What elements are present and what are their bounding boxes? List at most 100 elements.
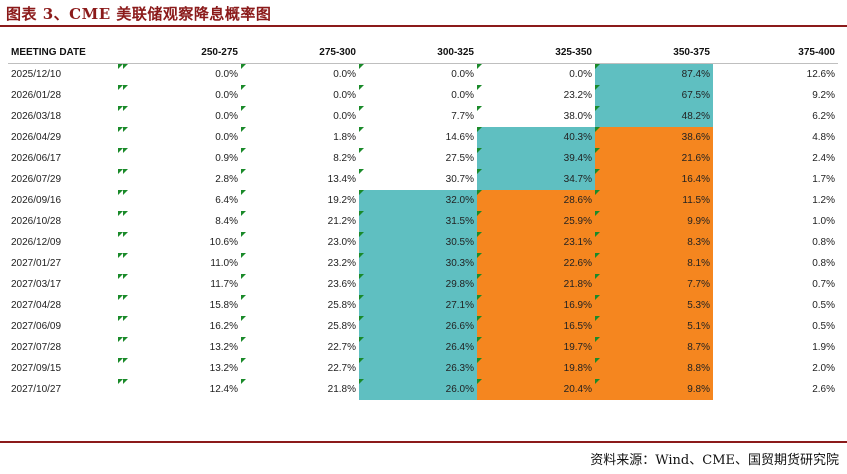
probability-cell: 34.7%: [477, 169, 595, 190]
probability-cell: 13.4%: [241, 169, 359, 190]
probability-cell: 1.0%: [812, 216, 835, 227]
probability-cell: 6.2%: [812, 111, 835, 122]
probability-cell: 87.4%: [595, 63, 713, 85]
probability-cell: 21.8%: [241, 379, 359, 400]
probability-cell: 15.8%: [123, 295, 241, 316]
column-header: 325-350: [477, 42, 595, 64]
probability-cell: 2.8%: [123, 169, 241, 190]
table-row: 2026/07/29 2.8% 13.4% 30.7% 34.7% 16.4% 1.7%: [8, 169, 838, 190]
table-header-row: MEETING DATE 250-275 275-300 300-325 325…: [8, 42, 838, 64]
probability-cell: 2.6%: [812, 384, 835, 395]
meeting-date-cell: 2027/04/28: [8, 295, 123, 316]
probability-cell: 22.7%: [241, 337, 359, 358]
probability-cell: 16.4%: [595, 169, 713, 190]
meeting-date-cell: 2026/01/28: [8, 85, 123, 106]
probability-cell: 22.6%: [477, 253, 595, 274]
table-row: 2026/06/17 0.9% 8.2% 27.5% 39.4% 21.6% 2.4%: [8, 148, 838, 169]
probability-cell: 25.8%: [241, 316, 359, 337]
probability-cell: 23.2%: [241, 253, 359, 274]
column-header: 275-300: [241, 42, 359, 64]
table-body: 2025/12/10 0.0% 0.0% 0.0% 0.0% 87.4% 12.6% 2026…: [8, 63, 838, 400]
probability-cell: 26.0%: [359, 379, 477, 400]
table-row: 2026/03/18 0.0% 0.0% 7.7% 38.0% 48.2% 6.2%: [8, 106, 838, 127]
figure-title: 图表 3、CME 美联储观察降息概率图: [6, 5, 272, 23]
meeting-date-cell: 2027/03/17: [8, 274, 123, 295]
probability-cell: 6.4%: [123, 190, 241, 211]
probability-cell: 12.6%: [806, 69, 835, 80]
probability-cell: 0.0%: [123, 127, 241, 148]
probability-cell: 8.4%: [123, 211, 241, 232]
probability-cell: 27.1%: [359, 295, 477, 316]
table-row: 2026/01/28 0.0% 0.0% 0.0% 23.2% 67.5% 9.2%: [8, 85, 838, 106]
probability-cell: 23.1%: [477, 232, 595, 253]
table-row: 2026/04/29 0.0% 1.8% 14.6% 40.3% 38.6% 4.8%: [8, 127, 838, 148]
probability-cell: 23.2%: [477, 85, 595, 106]
probability-cell: 0.0%: [123, 85, 241, 106]
probability-cell: 19.8%: [477, 358, 595, 379]
probability-cell: 0.5%: [812, 300, 835, 311]
probability-cell: 7.7%: [595, 274, 713, 295]
meeting-date-cell: 2027/07/28: [8, 337, 123, 358]
probability-cell: 67.5%: [595, 85, 713, 106]
probability-cell: 16.2%: [123, 316, 241, 337]
probability-cell: 27.5%: [359, 148, 477, 169]
meeting-date-cell: 2026/03/18: [8, 106, 123, 127]
probability-cell: 30.5%: [359, 232, 477, 253]
probability-cell: 26.6%: [359, 316, 477, 337]
probability-cell: 28.6%: [477, 190, 595, 211]
probability-cell: 25.9%: [477, 211, 595, 232]
probability-cell: 5.1%: [595, 316, 713, 337]
probability-cell: 13.2%: [123, 358, 241, 379]
table-row: 2027/07/28 13.2% 22.7% 26.4% 19.7% 8.7% 1.9%: [8, 337, 838, 358]
probability-cell: 32.0%: [359, 190, 477, 211]
probability-cell: 9.8%: [595, 379, 713, 400]
probability-cell: 26.4%: [359, 337, 477, 358]
table-row: 2027/04/28 15.8% 25.8% 27.1% 16.9% 5.3% 0.5%: [8, 295, 838, 316]
meeting-date-cell: 2027/10/27: [8, 379, 123, 400]
meeting-date-cell: 2027/01/27: [8, 253, 123, 274]
meeting-date-cell: 2026/12/09: [8, 232, 123, 253]
table-row: 2027/09/15 13.2% 22.7% 26.3% 19.8% 8.8% 2.0%: [8, 358, 838, 379]
probability-cell: 39.4%: [477, 148, 595, 169]
column-header: 300-325: [359, 42, 477, 64]
probability-cell: 7.7%: [359, 106, 477, 127]
probability-cell: 25.8%: [241, 295, 359, 316]
probability-cell: 23.0%: [241, 232, 359, 253]
table-row: 2027/03/17 11.7% 23.6% 29.8% 21.8% 7.7% 0.7%: [8, 274, 838, 295]
probability-cell: 0.0%: [241, 85, 359, 106]
probability-cell: 38.6%: [595, 127, 713, 148]
probability-cell: 0.0%: [123, 63, 241, 86]
meeting-date-cell: 2027/06/09: [8, 316, 123, 337]
probability-cell: 0.0%: [477, 63, 595, 86]
probability-cell: 0.0%: [241, 63, 359, 86]
probability-cell: 1.8%: [241, 127, 359, 148]
table-row: 2027/10/27 12.4% 21.8% 26.0% 20.4% 9.8% 2.6%: [8, 379, 838, 400]
probability-cell: 8.3%: [595, 232, 713, 253]
probability-cell: 38.0%: [477, 106, 595, 127]
column-header: 375-400: [713, 42, 838, 64]
table-row: 2026/09/16 6.4% 19.2% 32.0% 28.6% 11.5% 1.2%: [8, 190, 838, 211]
probability-cell: 19.7%: [477, 337, 595, 358]
table-row: 2026/12/09 10.6% 23.0% 30.5% 23.1% 8.3% 0.8%: [8, 232, 838, 253]
column-header: MEETING DATE: [8, 42, 123, 64]
probability-cell: 21.8%: [477, 274, 595, 295]
probability-cell: 13.2%: [123, 337, 241, 358]
probability-cell: 2.0%: [812, 363, 835, 374]
meeting-date-cell: 2026/07/29: [8, 169, 123, 190]
probability-cell: 26.3%: [359, 358, 477, 379]
probability-cell: 16.9%: [477, 295, 595, 316]
bottom-divider: [0, 441, 847, 443]
probability-cell: 2.4%: [812, 153, 835, 164]
probability-cell: 8.8%: [595, 358, 713, 379]
probability-cell: 0.0%: [359, 63, 477, 86]
table-row: 2027/06/09 16.2% 25.8% 26.6% 16.5% 5.1% 0.5%: [8, 316, 838, 337]
probability-cell: 12.4%: [123, 379, 241, 400]
probability-cell: 1.7%: [812, 174, 835, 185]
probability-cell: 16.5%: [477, 316, 595, 337]
probability-cell: 8.7%: [595, 337, 713, 358]
probability-cell: 10.6%: [123, 232, 241, 253]
probability-cell: 0.8%: [812, 258, 835, 269]
probability-cell: 23.6%: [241, 274, 359, 295]
meeting-date-cell: 2026/04/29: [8, 127, 123, 148]
probability-cell: 8.2%: [241, 148, 359, 169]
